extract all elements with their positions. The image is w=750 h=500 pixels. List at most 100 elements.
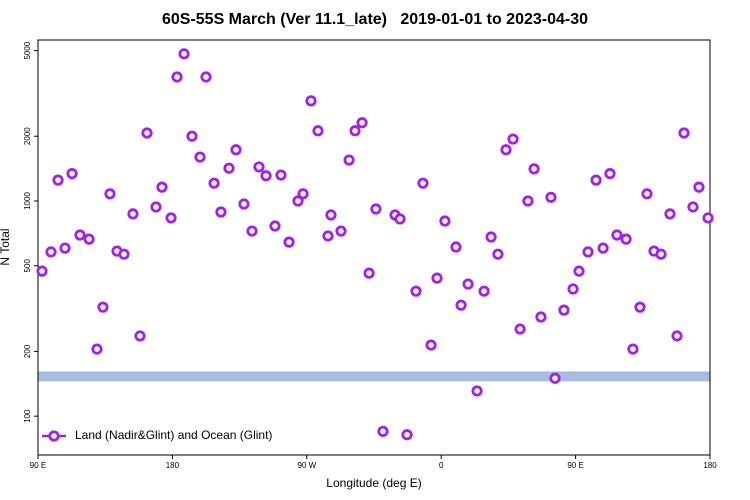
point <box>693 181 705 193</box>
point <box>549 372 561 384</box>
point <box>678 127 690 139</box>
point <box>230 144 242 156</box>
reference-band <box>38 371 710 382</box>
y-tick-label: 200 <box>23 344 32 358</box>
y-tick-label: 2000 <box>23 127 32 145</box>
legend-label: Land (Nadir&Glint) and Ocean (Glint) <box>75 428 272 442</box>
point <box>535 311 547 323</box>
point <box>545 191 557 203</box>
x-tick-label: 90 W <box>297 461 316 470</box>
point <box>208 177 220 189</box>
point <box>363 267 375 279</box>
point <box>59 242 71 254</box>
point <box>394 213 406 225</box>
y-axis-label: N Total <box>0 228 12 265</box>
point <box>52 174 64 186</box>
point <box>702 212 714 224</box>
point <box>322 230 334 242</box>
legend-marker <box>48 430 60 442</box>
x-tick-label: 180 <box>703 461 717 470</box>
point <box>127 208 139 220</box>
point <box>370 203 382 215</box>
y-tick-label: 1000 <box>23 192 32 210</box>
point <box>611 229 623 241</box>
point <box>194 151 206 163</box>
x-tick-label: 90 E <box>30 461 46 470</box>
point <box>66 168 78 180</box>
point <box>450 241 462 253</box>
point <box>492 248 504 260</box>
point <box>253 161 265 173</box>
point <box>528 163 540 175</box>
point <box>417 177 429 189</box>
point <box>36 265 48 277</box>
point <box>558 304 570 316</box>
point <box>156 181 168 193</box>
point <box>582 246 594 258</box>
point <box>514 323 526 335</box>
point <box>260 170 272 182</box>
point <box>567 283 579 295</box>
point <box>573 265 585 277</box>
point <box>664 208 676 220</box>
point <box>431 272 443 284</box>
point <box>335 225 347 237</box>
point <box>462 278 474 290</box>
point <box>655 248 667 260</box>
point <box>604 168 616 180</box>
y-tick-label: 5000 <box>23 41 32 59</box>
point <box>671 330 683 342</box>
point <box>507 133 519 145</box>
point <box>97 301 109 313</box>
point <box>627 343 639 355</box>
point <box>471 385 483 397</box>
point <box>349 125 361 137</box>
point <box>74 229 86 241</box>
point <box>305 95 317 107</box>
point <box>478 285 490 297</box>
point <box>215 206 227 218</box>
y-tick-label: 500 <box>23 259 32 273</box>
point <box>178 48 190 60</box>
x-tick-label: 180 <box>166 461 180 470</box>
point <box>425 339 437 351</box>
point <box>325 209 337 221</box>
chart-title: 60S-55S March (Ver 11.1_late) 2019-01-01… <box>162 11 588 28</box>
point <box>439 215 451 227</box>
point <box>687 201 699 213</box>
point <box>269 220 281 232</box>
point <box>83 233 95 245</box>
point <box>597 242 609 254</box>
point <box>312 125 324 137</box>
point <box>377 425 389 437</box>
point <box>165 212 177 224</box>
point <box>141 127 153 139</box>
point <box>283 236 295 248</box>
point <box>150 201 162 213</box>
point <box>171 71 183 83</box>
point <box>45 246 57 258</box>
point <box>522 195 534 207</box>
point <box>223 162 235 174</box>
point <box>297 188 309 200</box>
point <box>238 198 250 210</box>
x-tick-label: 90 E <box>567 461 583 470</box>
point <box>275 169 287 181</box>
point <box>485 231 497 243</box>
point <box>401 429 413 441</box>
point <box>356 117 368 129</box>
x-axis-label: Longitude (deg E) <box>326 476 421 490</box>
point <box>186 130 198 142</box>
y-tick-label: 100 <box>23 409 32 423</box>
point <box>410 285 422 297</box>
point <box>590 174 602 186</box>
point <box>500 144 512 156</box>
point <box>292 195 304 207</box>
point <box>620 233 632 245</box>
point <box>91 343 103 355</box>
point <box>343 154 355 166</box>
point <box>641 188 653 200</box>
point <box>200 71 212 83</box>
plot-frame <box>37 39 711 456</box>
